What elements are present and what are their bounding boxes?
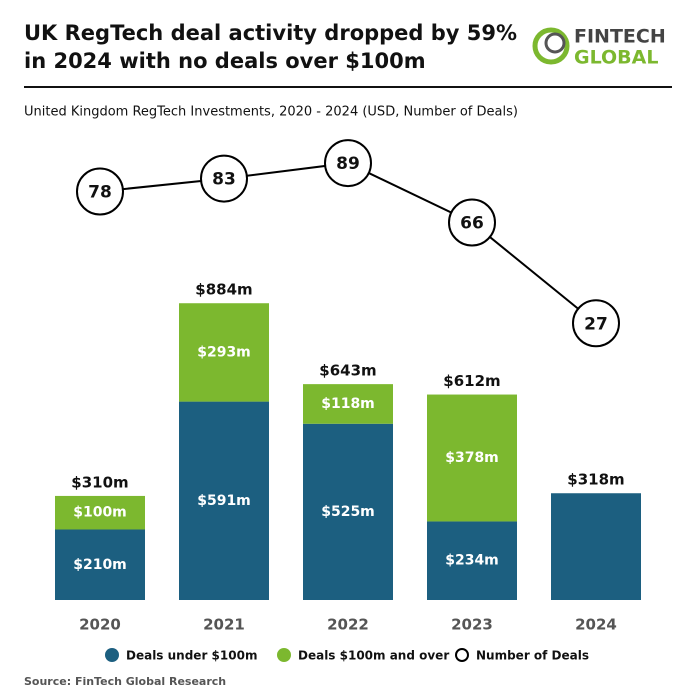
- total-label: $310m: [71, 473, 128, 491]
- data-label: $210m: [73, 557, 127, 573]
- line: [99, 162, 597, 325]
- legend-marker: [455, 648, 469, 662]
- x-tick-label: 2021: [203, 616, 245, 634]
- data-label: $118m: [321, 396, 375, 412]
- point-label: 78: [88, 183, 112, 203]
- total-label: $884m: [195, 281, 252, 299]
- total-label: $318m: [567, 471, 624, 489]
- logo-text: FINTECH: [574, 26, 666, 48]
- point-label: 89: [336, 154, 360, 174]
- logo-ring: [544, 32, 566, 54]
- bar-segment: [179, 303, 269, 402]
- legend-label: Deals $100m and over: [298, 649, 449, 663]
- source: Source: FinTech Global Research: [24, 675, 226, 688]
- logo-text: GLOBAL: [574, 47, 658, 69]
- x-tick-label: 2020: [79, 616, 121, 634]
- logo: FINTECH GLOBAL: [532, 26, 666, 69]
- data-label: $378m: [445, 450, 499, 466]
- bar-segment: [303, 384, 393, 424]
- line-point: [76, 167, 124, 216]
- x-tick-label: 2022: [327, 616, 369, 634]
- line-point: [572, 299, 620, 348]
- data-label: $100m: [73, 505, 127, 521]
- subtitle: United Kingdom RegTech Investments, 2020…: [24, 105, 518, 120]
- data-label: $591m: [197, 493, 251, 509]
- total-label: $612m: [443, 372, 500, 390]
- bar-segment: [303, 423, 393, 600]
- legend-marker: [277, 648, 291, 662]
- bar-segment: [55, 495, 145, 530]
- line-point: [200, 154, 248, 203]
- logo-ring: [532, 27, 570, 65]
- bar-segment: [55, 529, 145, 600]
- legend-marker: [105, 648, 119, 662]
- x-tick-label: 2023: [451, 616, 493, 634]
- bar-segment: [427, 521, 517, 600]
- line-point: [324, 139, 372, 188]
- chart-title: UK RegTech deal activity dropped by 59%: [24, 21, 517, 45]
- bar-segment: [551, 493, 641, 600]
- data-label: $293m: [197, 344, 251, 360]
- point-label: 83: [212, 170, 236, 190]
- bar-segment: [179, 401, 269, 600]
- bar-segment: [427, 394, 517, 522]
- total-label: $643m: [319, 362, 376, 380]
- data-label: $525m: [321, 504, 375, 520]
- point-label: 27: [584, 314, 608, 334]
- legend-label: Deals under $100m: [126, 649, 257, 663]
- line-point: [448, 198, 496, 247]
- point-label: 66: [460, 214, 484, 234]
- data-label: $234m: [445, 553, 499, 569]
- legend-label: Number of Deals: [476, 649, 589, 663]
- chart-title: in 2024 with no deals over $100m: [24, 49, 426, 73]
- x-tick-label: 2024: [575, 616, 617, 634]
